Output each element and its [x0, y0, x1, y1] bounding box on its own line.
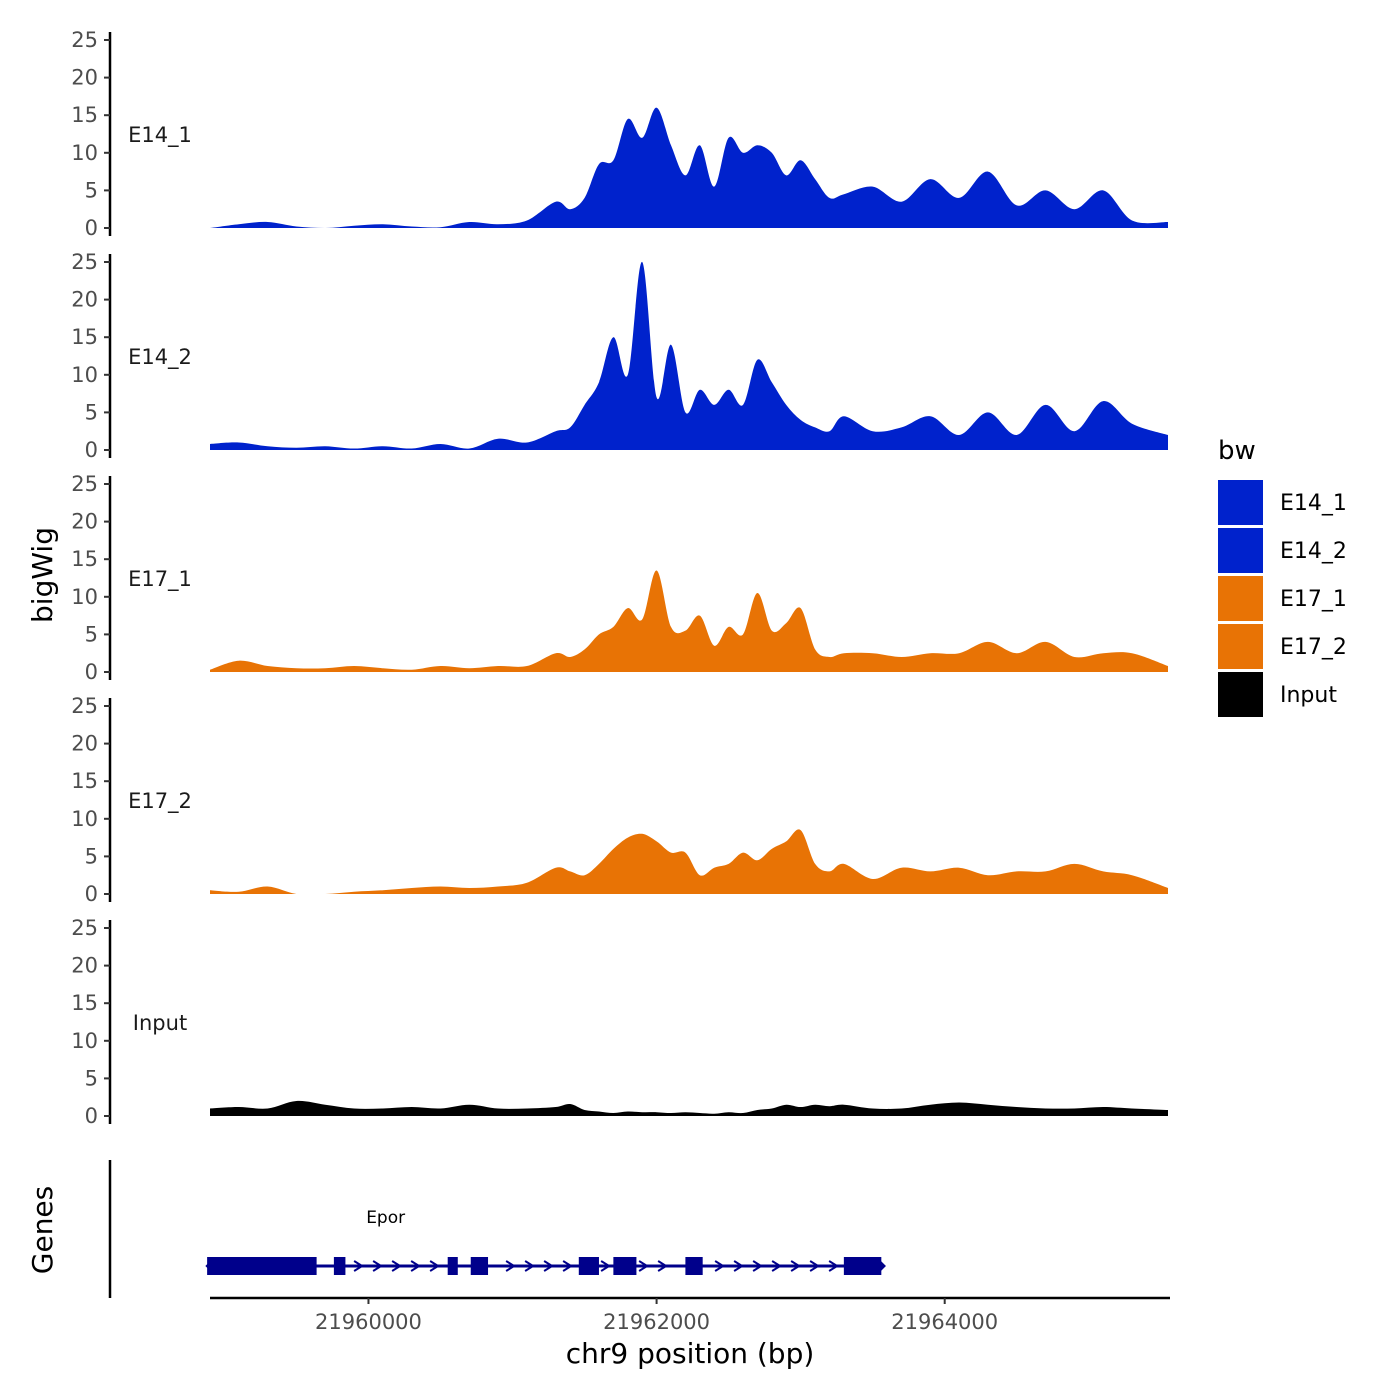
signal-area-e17-1 [210, 570, 1168, 672]
y-tick-label: 5 [85, 178, 98, 202]
strand-arrow [714, 1260, 726, 1272]
strand-arrow [600, 1260, 612, 1272]
strand-arrow [828, 1260, 840, 1272]
legend-title: bw [1218, 436, 1256, 466]
y-tick-label: 0 [85, 1104, 98, 1128]
y-tick-label: 0 [85, 882, 98, 906]
y-tick-label: 15 [71, 103, 98, 127]
legend-key-e17-1 [1218, 576, 1263, 621]
legend-key-e14-2 [1218, 528, 1263, 573]
panel-label: E17_1 [128, 567, 192, 592]
gene-track: Epor [108, 1160, 886, 1298]
legend-label-input: Input [1280, 683, 1337, 708]
y-tick-label: 10 [71, 363, 98, 387]
y-tick-label: 10 [71, 585, 98, 609]
legend-key-e17-2 [1218, 624, 1263, 669]
y-tick-label: 20 [71, 288, 98, 312]
strand-arrow [562, 1260, 574, 1272]
exon [578, 1257, 599, 1275]
panel-label: E14_1 [128, 123, 192, 148]
panel-e14-2: 0 5 10 15 20 25 E14_2 [71, 250, 1168, 462]
exon [685, 1257, 703, 1275]
y-tick-label: 25 [71, 694, 98, 718]
y-tick-label: 20 [71, 66, 98, 90]
y-tick-label: 15 [71, 547, 98, 571]
strand-arrow [429, 1260, 441, 1272]
x-tick-label: 21962000 [603, 1310, 710, 1334]
strand-arrow [372, 1260, 384, 1272]
y-tick-label: 15 [71, 991, 98, 1015]
legend-label-e14-2: E14_2 [1280, 539, 1347, 564]
strand-arrow [353, 1260, 365, 1272]
strand-arrow [638, 1260, 650, 1272]
x-axis-title: chr9 position (bp) [566, 1337, 815, 1370]
signal-panels: 0 5 10 15 20 25 E14_1 0 5 10 15 20 25 E14_2 0 5 10 15 20 25… [71, 28, 1168, 1128]
strand-arrow [505, 1260, 517, 1272]
y-tick-label: 20 [71, 732, 98, 756]
signal-area-e17-2 [210, 829, 1168, 894]
panel-e17-1: 0 5 10 15 20 25 E17_1 [71, 472, 1168, 684]
strand-arrow [391, 1260, 403, 1272]
exon [613, 1257, 637, 1275]
y-tick-label: 25 [71, 250, 98, 274]
y-tick-label: 0 [85, 438, 98, 462]
strand-arrow [410, 1260, 422, 1272]
y-tick-label: 5 [85, 844, 98, 868]
legend-label-e17-1: E17_1 [1280, 587, 1347, 612]
y-tick-label: 10 [71, 807, 98, 831]
legend-label-e17-2: E17_2 [1280, 635, 1347, 660]
gene-track-title: Genes [26, 1186, 59, 1274]
exon [843, 1257, 882, 1275]
y-tick-label: 5 [85, 622, 98, 646]
strand-arrow [809, 1260, 821, 1272]
y-tick-label: 25 [71, 28, 98, 52]
y-tick-label: 5 [85, 1066, 98, 1090]
gene-name: Epor [366, 1208, 405, 1228]
panel-e17-2: 0 5 10 15 20 25 E17_2 [71, 694, 1168, 906]
strand-arrow [543, 1260, 555, 1272]
strand-arrow [771, 1260, 783, 1272]
exon [470, 1257, 489, 1275]
panel-label: E17_2 [128, 789, 192, 814]
panel-input: 0 5 10 15 20 25 Input [71, 916, 1168, 1128]
y-tick-label: 20 [71, 510, 98, 534]
exon [207, 1257, 317, 1275]
y-tick-label: 0 [85, 660, 98, 684]
gene-model: Epor [205, 1208, 886, 1275]
signal-area-input [210, 1100, 1168, 1116]
y-tick-label: 15 [71, 769, 98, 793]
panel-label: Input [133, 1011, 187, 1035]
panel-e14-1: 0 5 10 15 20 25 E14_1 [71, 28, 1168, 240]
y-tick-label: 5 [85, 400, 98, 424]
strand-arrow [524, 1260, 536, 1272]
strand-arrow [752, 1260, 764, 1272]
legend: bw E14_1 E14_2 E17_1 E17_2 Input [1218, 436, 1347, 717]
y-tick-label: 15 [71, 325, 98, 349]
strand-arrow [657, 1260, 669, 1272]
exon [447, 1257, 458, 1275]
y-tick-label: 25 [71, 916, 98, 940]
x-tick-label: 21964000 [891, 1310, 998, 1334]
y-axis-title: bigWig [26, 527, 59, 623]
y-tick-label: 0 [85, 216, 98, 240]
legend-key-e14-1 [1218, 480, 1263, 525]
strand-arrow [733, 1260, 745, 1272]
y-tick-label: 25 [71, 472, 98, 496]
legend-key-input [1218, 672, 1263, 717]
exon [333, 1257, 346, 1275]
panel-label: E14_2 [128, 345, 192, 370]
y-tick-label: 10 [71, 1029, 98, 1053]
signal-area-e14-2 [210, 261, 1168, 450]
x-axis: 21960000 21962000 21964000 [210, 1296, 1170, 1334]
legend-label-e14-1: E14_1 [1280, 491, 1347, 516]
y-tick-label: 10 [71, 141, 98, 165]
x-tick-label: 21960000 [315, 1310, 422, 1334]
signal-area-e14-1 [210, 107, 1168, 228]
strand-arrow [790, 1260, 802, 1272]
y-tick-label: 20 [71, 954, 98, 978]
